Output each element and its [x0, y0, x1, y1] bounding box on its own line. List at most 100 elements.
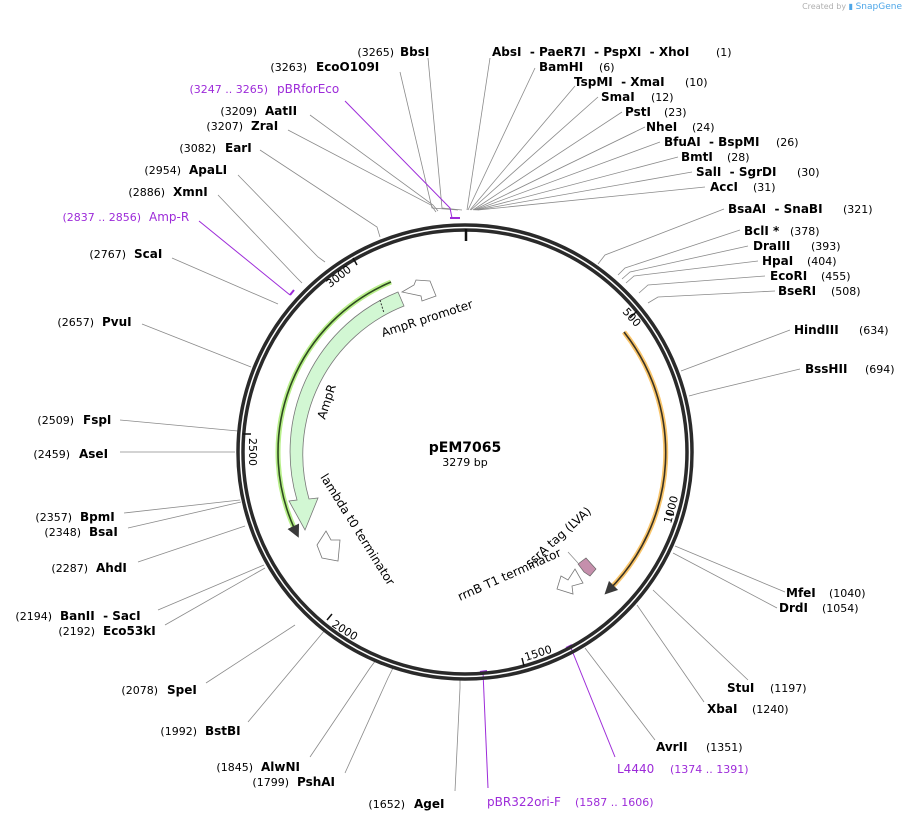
site-pos: (12)	[651, 91, 674, 104]
site-label[interactable]: StuI	[727, 681, 754, 695]
credit-prefix: Created by	[802, 2, 847, 11]
site-pos: (2767)	[89, 248, 126, 261]
site-pos: (1992)	[160, 725, 197, 738]
site-label[interactable]: MfeI	[786, 586, 816, 600]
site-pos: (694)	[865, 363, 895, 376]
site-label[interactable]: SmaI	[601, 90, 635, 104]
site-label[interactable]: BpmI	[80, 510, 115, 524]
backbone-ring	[236, 223, 694, 681]
primer-label[interactable]: L4440	[617, 762, 654, 776]
site-label[interactable]: BanII - SacI	[60, 609, 141, 623]
primer-labels: (3247 .. 3265) pBRforEco (2837 .. 2856) …	[62, 82, 748, 809]
site-pos: (2657)	[57, 316, 94, 329]
site-label[interactable]: BamHI	[539, 60, 583, 74]
site-label[interactable]: BstBI	[205, 724, 241, 738]
site-pos: (2357)	[35, 511, 72, 524]
site-label[interactable]: PstI	[625, 105, 651, 119]
site-pos: (3263)	[270, 61, 307, 74]
site-pos: (23)	[664, 106, 687, 119]
right-site-labels: AbsI - PaeR7I - PspXI - XhoI (1) BamHI (…	[492, 45, 895, 754]
snapgene-logo-icon: ▮	[848, 2, 854, 11]
site-pos: (1040)	[829, 587, 866, 600]
site-pos: (3265)	[357, 46, 394, 59]
site-label[interactable]: EcoO109I	[316, 60, 379, 74]
site-label[interactable]: PshAI	[297, 775, 335, 789]
site-label[interactable]: BssHII	[805, 362, 847, 376]
site-pos: (30)	[797, 166, 820, 179]
site-label[interactable]: AvrII	[656, 740, 688, 754]
site-pos: (24)	[692, 121, 715, 134]
site-label[interactable]: EarI	[225, 141, 252, 155]
orange-strand-arc	[604, 330, 669, 595]
feature-label-ampr: AmpR	[315, 382, 339, 420]
site-label[interactable]: BsaAI - SnaBI	[728, 202, 823, 216]
site-label[interactable]: AatII	[265, 104, 297, 118]
tick-3000: 3000	[324, 263, 354, 290]
site-pos: (3207)	[206, 120, 243, 133]
site-label[interactable]: BclI *	[744, 224, 780, 238]
site-label[interactable]: SpeI	[167, 683, 197, 697]
site-label[interactable]: AccI	[710, 180, 738, 194]
lambda-t0-terminator-arrow-icon	[316, 530, 341, 562]
site-pos: (1351)	[706, 741, 743, 754]
primer-connector-lines	[198, 100, 616, 789]
site-pos: (1)	[716, 46, 732, 59]
site-label[interactable]: SalI - SgrDI	[696, 165, 776, 179]
primer-pos: (3247 .. 3265)	[189, 83, 268, 96]
primer-pos: (2837 .. 2856)	[62, 211, 141, 224]
site-label[interactable]: AseI	[79, 447, 108, 461]
site-label[interactable]: AhdI	[96, 561, 127, 575]
primer-label[interactable]: pBRforEco	[277, 82, 339, 96]
tick-2500: 2500	[246, 438, 259, 466]
site-label[interactable]: ScaI	[134, 247, 162, 261]
site-pos: (1054)	[822, 602, 859, 615]
site-label[interactable]: XmnI	[173, 185, 208, 199]
site-label[interactable]: PvuI	[102, 315, 132, 329]
site-pos: (1845)	[216, 761, 253, 774]
site-label[interactable]: FspI	[83, 413, 111, 427]
plasmid-length: 3279 bp	[442, 456, 487, 469]
site-label[interactable]: AlwNI	[261, 760, 300, 774]
site-label[interactable]: BmtI	[681, 150, 713, 164]
site-label[interactable]: TspMI - XmaI	[574, 75, 665, 89]
site-label[interactable]: DrdI	[779, 601, 808, 615]
site-label[interactable]: HpaI	[762, 254, 793, 268]
site-label[interactable]: AgeI	[414, 797, 444, 811]
site-label[interactable]: ApaLI	[189, 163, 227, 177]
site-label[interactable]: Eco53kI	[103, 624, 156, 638]
site-pos: (1799)	[252, 776, 289, 789]
site-label[interactable]: BsaI	[89, 525, 118, 539]
site-label[interactable]: NheI	[646, 120, 677, 134]
site-pos: (1240)	[752, 703, 789, 716]
site-label[interactable]: BfuAI - BspMI	[664, 135, 759, 149]
site-pos: (2954)	[144, 164, 181, 177]
site-label[interactable]: BseRI	[778, 284, 816, 298]
site-label[interactable]: ZraI	[251, 119, 278, 133]
site-pos: (3209)	[220, 105, 257, 118]
ssra-tag-icon	[577, 557, 597, 577]
site-label[interactable]: XbaI	[707, 702, 737, 716]
site-pos: (10)	[685, 76, 708, 89]
primer-label[interactable]: pBR322ori-F	[487, 795, 561, 809]
site-pos: (393)	[811, 240, 841, 253]
site-pos: (321)	[843, 203, 873, 216]
site-label[interactable]: DraIII	[753, 239, 790, 253]
site-pos: (2078)	[121, 684, 158, 697]
primer-label[interactable]: Amp-R	[149, 210, 189, 224]
ampr-feature	[288, 291, 405, 531]
site-pos: (6)	[599, 61, 615, 74]
site-label[interactable]: AbsI - PaeR7I - PspXI - XhoI	[492, 45, 689, 59]
site-connector-lines	[119, 57, 801, 792]
site-pos: (634)	[859, 324, 889, 337]
site-label[interactable]: HindIII	[794, 323, 839, 337]
plasmid-name: pEM7065	[429, 440, 501, 456]
credit-brand: SnapGene	[855, 2, 902, 12]
site-pos: (1652)	[368, 798, 405, 811]
site-pos: (2886)	[128, 186, 165, 199]
ampr-strand-arc	[275, 279, 392, 538]
site-label[interactable]: BbsI	[400, 45, 429, 59]
site-pos: (2509)	[37, 414, 74, 427]
site-pos: (28)	[727, 151, 750, 164]
site-label[interactable]: EcoRI	[770, 269, 807, 283]
